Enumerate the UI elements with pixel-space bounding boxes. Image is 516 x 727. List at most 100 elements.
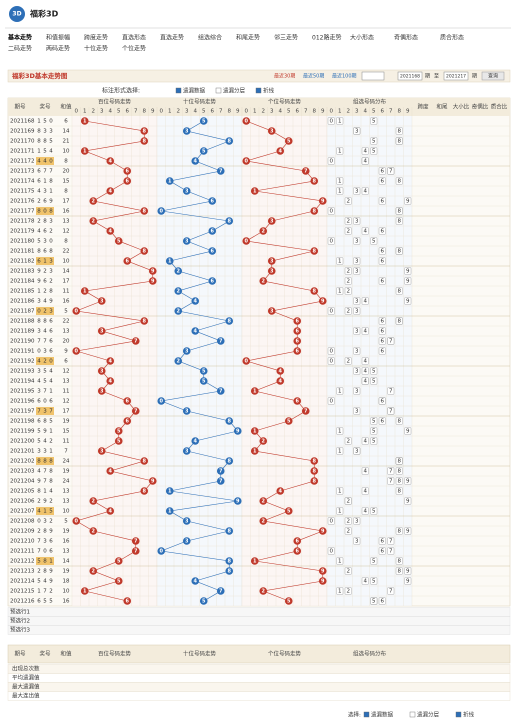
range-link[interactable]: 最近30期 — [274, 73, 295, 80]
digit-header: 3 — [185, 109, 189, 115]
number-digit: 8 — [49, 209, 53, 215]
distribution-cell — [327, 357, 335, 365]
distribution-cell — [387, 167, 395, 175]
forecast-row[interactable] — [7, 616, 511, 626]
nav-link[interactable]: 个位走势 — [122, 45, 146, 53]
nav-link[interactable]: 跨度走势 — [84, 34, 108, 42]
distribution-digit: 8 — [398, 559, 402, 565]
issue: 2021200 — [10, 439, 35, 445]
ball-digit: 6 — [126, 599, 130, 605]
col-header: 跨度 — [417, 103, 429, 111]
number-digit: 7 — [49, 169, 53, 175]
nav-link[interactable]: 两码走势 — [46, 45, 70, 53]
select[interactable] — [361, 71, 385, 81]
range-link[interactable]: 最近100期 — [332, 73, 357, 80]
end-input[interactable] — [443, 71, 469, 81]
ball — [208, 247, 217, 255]
issue: 2021205 — [10, 489, 35, 495]
ball-digit: 2 — [262, 439, 266, 445]
ball — [72, 347, 81, 355]
nav-link[interactable]: 十位走势 — [84, 45, 108, 53]
distribution-cell — [378, 347, 386, 355]
number-digit: 7 — [43, 339, 47, 345]
range-link[interactable]: 最近50期 — [303, 73, 324, 80]
ball — [157, 547, 166, 555]
ball — [106, 157, 115, 165]
sum: 15 — [63, 429, 70, 435]
nav-link[interactable]: 质合形态 — [440, 34, 464, 42]
distribution-cell — [378, 257, 386, 265]
nav-link[interactable]: 奇偶形态 — [394, 34, 418, 42]
number-digit: 0 — [49, 159, 53, 165]
issue: 2021193 — [10, 369, 35, 375]
distribution-digit: 2 — [347, 499, 351, 505]
number-digit: 3 — [37, 329, 41, 335]
nav-link[interactable]: 直选形态 — [122, 34, 146, 42]
ball-digit: 8 — [313, 179, 317, 185]
sum: 5 — [64, 309, 68, 315]
ball-digit: 5 — [117, 239, 121, 245]
start-input[interactable] — [397, 71, 423, 81]
distribution-digit: 8 — [398, 569, 402, 575]
query-label: 查询 — [488, 73, 498, 80]
ball — [72, 517, 81, 525]
issue: 2021210 — [10, 539, 35, 545]
number-digit: 5 — [49, 139, 53, 145]
nav-link[interactable]: 组选综合 — [198, 34, 222, 42]
toolbar — [7, 69, 511, 83]
ball — [80, 287, 89, 295]
ball — [80, 117, 89, 125]
ball-digit: 4 — [109, 509, 113, 515]
number-digit: 7 — [43, 389, 47, 395]
ball-digit: 8 — [143, 209, 147, 215]
nav-link[interactable]: 二码走势 — [8, 45, 32, 53]
distribution-digit: 5 — [372, 599, 376, 605]
distribution-digit: 1 — [338, 179, 342, 185]
number-digit: 8 — [43, 569, 47, 575]
ball-digit: 2 — [177, 309, 181, 315]
forecast-row[interactable] — [7, 625, 511, 635]
nav-link[interactable]: 基本走势 — [7, 34, 32, 42]
checkbox[interactable] — [215, 87, 222, 94]
distribution-digit: 1 — [338, 429, 342, 435]
number-digit: 6 — [49, 339, 53, 345]
digit-header: 4 — [194, 109, 198, 115]
digit-header: 3 — [355, 109, 359, 115]
sum: 14 — [63, 129, 70, 135]
number-digit: 9 — [49, 299, 53, 305]
distribution-cell — [387, 337, 395, 345]
checkbox[interactable] — [255, 87, 262, 94]
query-button[interactable] — [481, 71, 505, 81]
ball-digit: 0 — [245, 119, 249, 125]
checkbox[interactable] — [455, 711, 462, 718]
distribution-digit: 2 — [347, 219, 351, 225]
ball-digit: 9 — [321, 529, 325, 535]
sum: 20 — [63, 339, 70, 345]
forecast-row[interactable] — [7, 607, 511, 617]
nav-link[interactable]: 012路走势 — [312, 34, 341, 42]
number-digit: 8 — [37, 139, 41, 145]
distribution-cell — [395, 527, 403, 535]
nav-link[interactable]: 和值振幅 — [46, 34, 70, 42]
digit-header: 8 — [228, 109, 232, 115]
distribution-digit: 8 — [398, 469, 402, 475]
nav-link[interactable]: 大小形态 — [350, 34, 374, 42]
number-digit: 7 — [37, 539, 41, 545]
digit-header: 0 — [330, 109, 334, 115]
distribution-cell — [327, 347, 335, 355]
ball-digit: 5 — [117, 429, 121, 435]
checkbox[interactable] — [363, 711, 370, 718]
digit-header: 9 — [321, 109, 325, 115]
ball-digit: 4 — [279, 369, 283, 375]
ball — [89, 527, 98, 535]
ball-digit: 6 — [296, 329, 300, 335]
nav-link[interactable]: 邻三走势 — [274, 34, 298, 42]
distribution-digit: 6 — [381, 199, 385, 205]
number-digit: 6 — [37, 179, 41, 185]
number-digit: 6 — [37, 169, 41, 175]
nav-link[interactable]: 和尾走势 — [236, 34, 260, 42]
checkbox[interactable] — [175, 87, 182, 94]
checkbox[interactable] — [409, 711, 416, 718]
ball-digit: 8 — [228, 529, 232, 535]
nav-link[interactable]: 直选走势 — [160, 34, 184, 42]
